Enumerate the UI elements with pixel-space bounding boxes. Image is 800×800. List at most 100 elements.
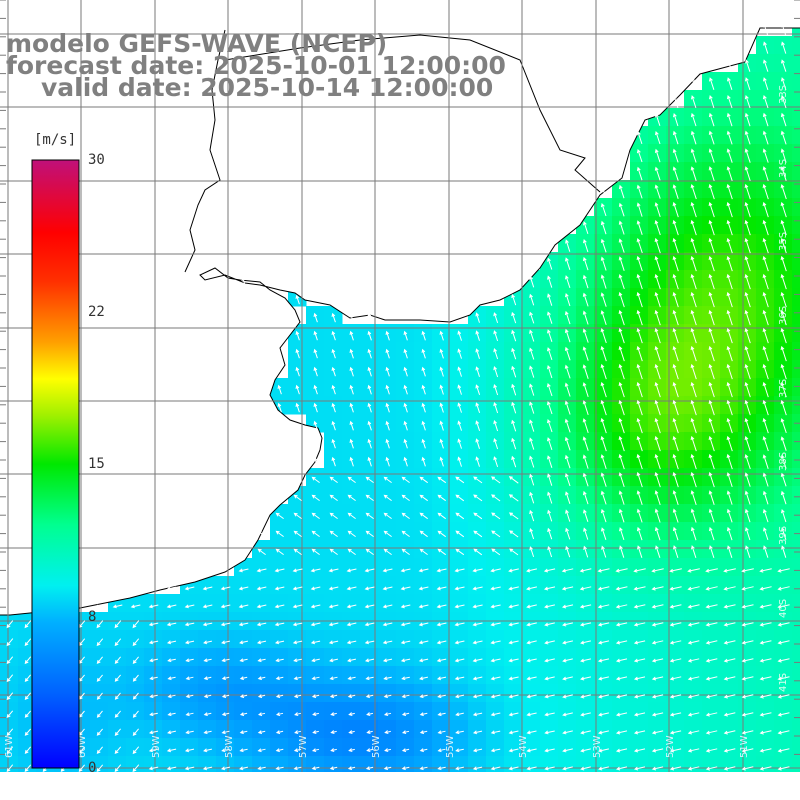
wind-arrow [403,456,408,467]
wind-arrow [636,526,643,541]
wind-arrow [220,766,231,771]
wind-arrow [94,604,105,609]
wind-arrow [564,436,571,451]
wind-arrow [780,399,787,416]
wind-arrow [672,327,679,344]
wind-arrow [726,130,733,145]
field-cell [90,738,109,757]
field-cell [180,720,199,739]
wind-arrow [618,508,625,523]
field-cell [252,630,271,649]
wind-arrow [564,400,571,415]
wind-arrow [526,622,537,627]
wind-arrow [580,676,592,681]
wind-arrow [436,676,447,681]
field-cell [522,684,541,703]
field-cell [648,594,667,613]
field-cell [396,684,415,703]
wind-arrow [383,494,392,502]
field-cell [594,594,613,613]
wind-arrow [436,586,447,591]
field-cell [720,630,739,649]
wind-arrow [777,604,790,609]
wind-arrow [708,417,715,434]
field-cell [702,648,721,667]
wind-arrow [132,674,139,682]
wind-arrow [473,512,483,520]
wind-arrow [690,381,697,398]
wind-arrow [690,184,697,200]
field-cell [540,558,559,577]
wind-arrow [777,640,790,645]
wind-arrow [311,748,320,752]
wind-arrow [780,309,787,326]
field-cell [792,576,800,595]
wind-arrow [367,366,372,377]
wind-arrow [582,436,589,451]
wind-arrow [331,384,336,395]
wind-arrow [744,309,751,326]
field-cell [414,720,433,739]
wind-arrow [672,237,679,254]
field-cell [486,486,505,505]
wind-arrow [24,620,32,629]
wind-arrow [439,438,444,449]
wind-arrow [762,130,769,145]
wind-arrow [256,568,267,573]
wind-arrow [382,586,393,591]
field-cell [540,576,559,595]
wind-arrow [762,112,769,127]
wind-arrow [24,710,31,718]
wind-arrow [439,330,444,341]
wind-arrow [618,220,625,235]
wind-arrow [529,419,535,432]
wind-arrow [726,399,733,416]
field-cell [486,702,505,721]
wind-arrow [636,363,643,380]
field-cell [360,702,379,721]
wind-arrow [277,384,282,395]
wind-arrow [687,604,700,609]
field-cell [468,702,487,721]
field-cell [576,576,595,595]
field-cell [540,648,559,667]
field-cell [144,648,163,667]
wind-arrow [220,604,231,609]
field-cell [360,594,379,613]
wind-arrow [384,730,391,734]
wind-arrow [708,130,715,145]
field-cell [324,630,343,649]
wind-arrow [654,291,661,308]
field-cell [630,594,649,613]
field-cell [648,720,667,739]
wind-arrow [687,586,700,591]
wind-arrow [311,530,320,538]
field-cell [702,558,721,577]
wind-arrow [615,568,628,573]
wind-arrow [347,494,356,502]
field-cell [450,738,469,757]
field-cell [504,630,523,649]
wind-arrow [651,694,664,699]
wind-arrow [203,730,212,735]
field-cell [288,648,307,667]
field-cell [468,666,487,685]
wind-arrow [744,201,751,218]
colorbar-tick-label: 8 [88,609,97,625]
field-cell [522,648,541,667]
wind-arrow [202,604,213,609]
wind-arrow [582,400,589,416]
wind-arrow [723,586,736,591]
field-cell [540,666,559,685]
field-cell [396,558,415,577]
wind-arrow [726,166,733,182]
wind-arrow [636,453,643,470]
wind-arrow [347,676,356,681]
wind-arrow [763,545,769,558]
wind-arrow [366,730,373,734]
wind-arrow [547,347,553,361]
field-cell [162,702,181,721]
field-cell [252,666,271,685]
wind-arrow [421,420,426,431]
wind-arrow [96,674,103,682]
